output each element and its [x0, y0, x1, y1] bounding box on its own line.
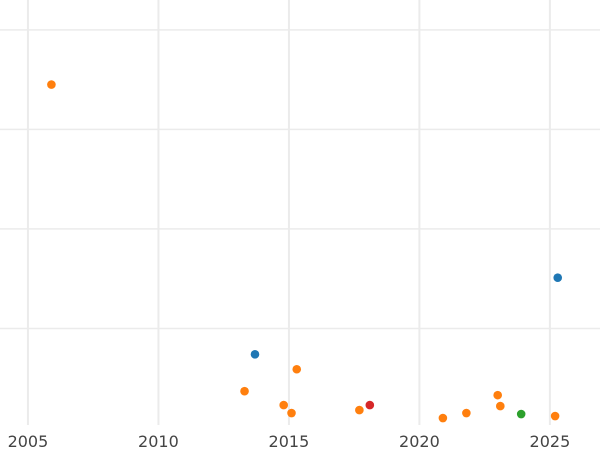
data-point — [365, 400, 375, 410]
data-point — [516, 409, 526, 419]
x-tick-label: 2010 — [138, 432, 179, 450]
x-axis-tick-labels: 2005 2010 2015 2020 2025 — [8, 432, 571, 450]
data-point — [550, 411, 560, 421]
x-tick-label: 2020 — [399, 432, 440, 450]
data-point — [438, 413, 448, 423]
data-point — [287, 408, 296, 418]
data-points — [47, 80, 563, 423]
data-point — [279, 400, 288, 410]
data-point — [553, 273, 563, 282]
data-point — [493, 390, 502, 400]
gridlines — [0, 0, 600, 425]
data-point — [292, 364, 302, 374]
data-point — [462, 408, 471, 418]
x-tick-label: 2025 — [530, 432, 571, 450]
data-point — [47, 80, 56, 89]
data-point — [240, 386, 249, 396]
x-tick-label: 2015 — [269, 432, 310, 450]
x-tick-label: 2005 — [8, 432, 49, 450]
data-point — [496, 401, 505, 411]
data-point — [250, 350, 260, 359]
data-point — [355, 405, 364, 415]
